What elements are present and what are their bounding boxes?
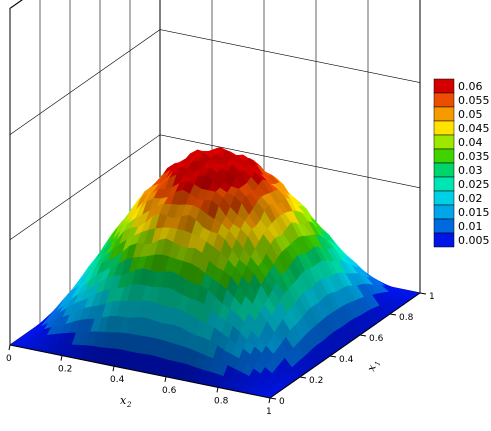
legend-swatch [433, 106, 455, 122]
legend-swatch [433, 120, 455, 136]
x2-tick-label: 0 [6, 354, 12, 364]
legend-label: 0.055 [458, 94, 490, 107]
legend-swatch [433, 78, 455, 94]
x1-tick-label: 0.4 [339, 355, 354, 365]
x1-tick-label: 0 [279, 397, 285, 407]
x2-tick-label: 0.2 [58, 365, 72, 375]
legend-swatch [433, 176, 455, 192]
x1-tick [419, 292, 427, 295]
legend-label: 0.015 [458, 206, 490, 219]
x1-axis-label-subscript: 1 [373, 360, 382, 367]
legend-label: 0.06 [458, 80, 483, 93]
x2-axis-label-subscript: 2 [126, 401, 132, 409]
x1-tick [359, 334, 367, 337]
legend-swatch [433, 204, 455, 220]
x2-tick [112, 366, 115, 372]
legend-swatch [433, 232, 455, 248]
x2-tick-label: 0.6 [162, 386, 177, 396]
x1-tick-label: 0.2 [309, 376, 323, 386]
axis-line-x2 [9, 344, 271, 399]
x1-axis: 0 0.2 0.4 0.6 0.8 1 [269, 292, 435, 407]
legend-label: 0.03 [458, 164, 483, 177]
x1-tick-label: 0.6 [369, 334, 384, 344]
x2-tick [164, 376, 167, 382]
x2-axis: 0 0.2 0.4 0.6 0.8 1 [6, 344, 272, 417]
x2-tick-label: 0.8 [214, 396, 229, 406]
legend-label: 0.045 [458, 122, 490, 135]
x2-tick-label: 0.4 [110, 375, 125, 385]
x1-tick [299, 376, 307, 379]
legend-swatch [433, 162, 455, 178]
legend-label: 0.05 [458, 108, 483, 121]
legend-label: 0.025 [458, 178, 490, 191]
legend-swatch [433, 134, 455, 150]
x1-axis-label: x 1 [364, 360, 382, 373]
x1-tick-label: 0.8 [399, 313, 414, 323]
x2-tick [216, 387, 219, 393]
x2-tick [60, 355, 63, 361]
legend-label: 0.01 [458, 220, 483, 233]
legend-label: 0.005 [458, 234, 490, 247]
x2-axis-label-text: x [120, 394, 127, 407]
legend-label: 0.02 [458, 192, 483, 205]
x1-axis-label-text: x [364, 362, 379, 373]
x1-tick-label: 1 [429, 292, 435, 302]
legend: 0.060.0550.050.0450.040.0350.030.0250.02… [433, 78, 490, 248]
x2-tick [8, 344, 11, 351]
legend-label: 0.04 [458, 136, 483, 149]
gridline [9, 134, 421, 241]
plot-box-front-edges [9, 0, 421, 399]
x1-tick [329, 355, 337, 358]
legend-swatch [433, 92, 455, 108]
gridline [9, 29, 421, 135]
x2-tick [268, 397, 271, 404]
x1-tick [389, 313, 397, 316]
x2-axis-label: x 2 [120, 394, 132, 409]
x2-tick-label: 1 [266, 407, 272, 417]
legend-swatch [433, 218, 455, 234]
x1-tick [269, 397, 277, 400]
legend-label: 0.035 [458, 150, 490, 163]
axis-line-x1 [269, 292, 421, 399]
legend-swatch [433, 190, 455, 206]
legend-swatch [433, 148, 455, 164]
